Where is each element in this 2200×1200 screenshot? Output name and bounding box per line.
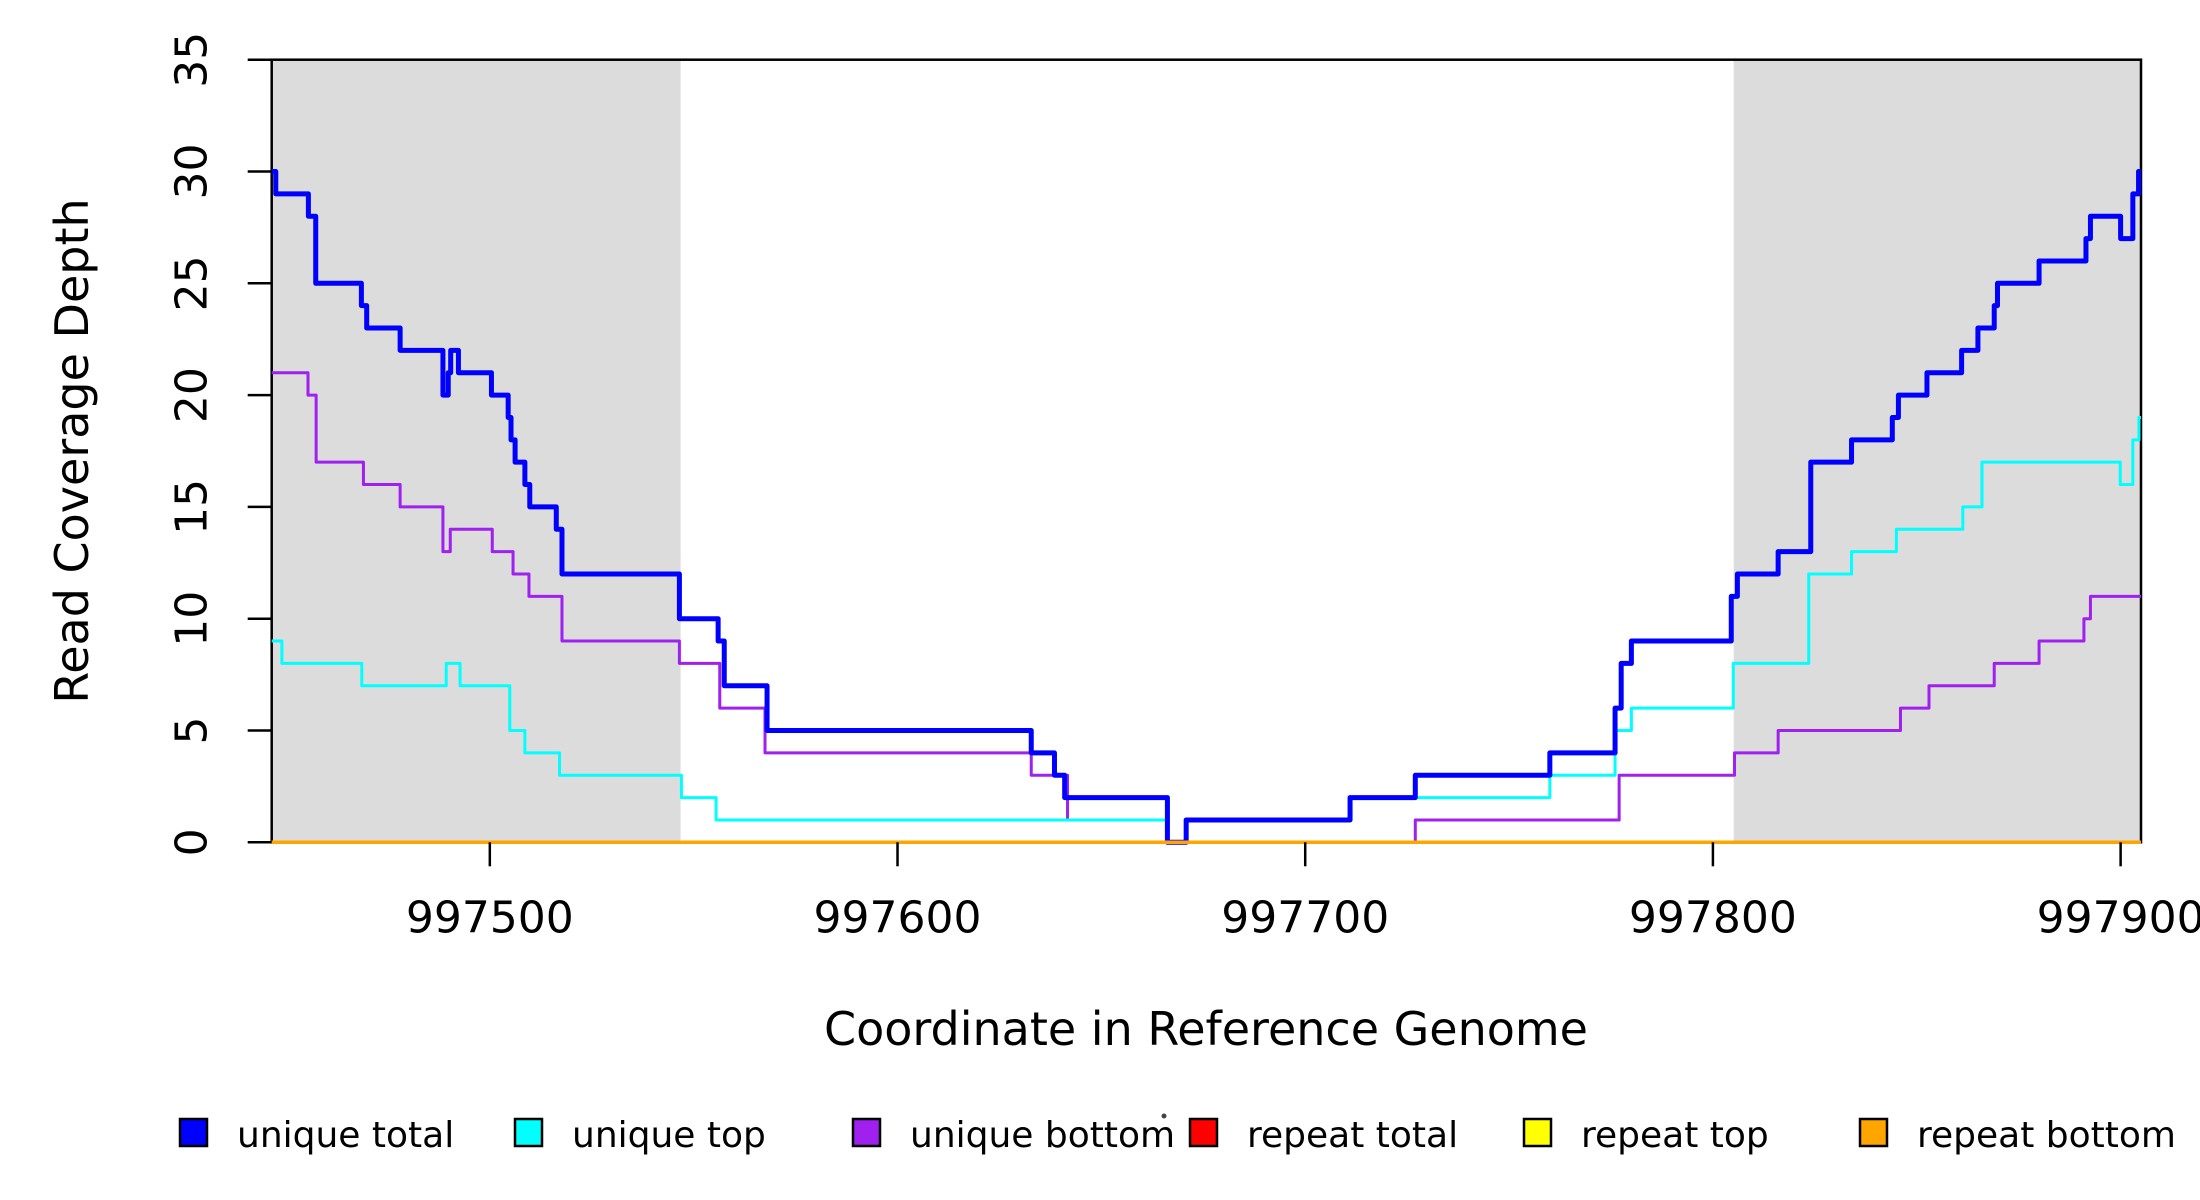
legend-label: repeat total <box>1247 1115 1458 1156</box>
y-tick-label: 35 <box>167 32 218 88</box>
shaded-region <box>1733 59 2141 843</box>
legend-label: repeat top <box>1581 1115 1769 1156</box>
legend-swatch <box>178 1117 209 1148</box>
y-tick-label: 10 <box>167 591 218 647</box>
y-axis: 0 5 10 15 20 25 30 35 <box>167 32 272 856</box>
y-tick-label: 15 <box>167 479 218 535</box>
x-axis-title: Coordinate in Reference Genome <box>824 1002 1588 1056</box>
legend-swatch <box>1522 1117 1553 1148</box>
x-tick-label: 997800 <box>1629 892 1797 943</box>
legend-item-unique-top: unique top <box>513 1115 766 1156</box>
shaded-region <box>271 59 681 843</box>
series-line-unique-total <box>271 169 2142 845</box>
series-line-unique-top <box>271 415 2141 844</box>
legend-item-unique-total: unique total <box>178 1115 454 1156</box>
legend: unique total unique top unique bottom repea… <box>178 1115 2176 1156</box>
legend-item-unique-bottom: unique bottom <box>851 1115 1175 1156</box>
y-axis-title: Read Coverage Depth <box>45 198 99 703</box>
x-axis: 997500 997600 997700 997800 997900 <box>406 842 2200 943</box>
legend-label: repeat bottom <box>1917 1115 2176 1156</box>
legend-swatch <box>513 1117 544 1148</box>
stray-dot <box>1161 1113 1167 1119</box>
legend-item-repeat-total: repeat total <box>1188 1115 1458 1156</box>
x-tick-label: 997900 <box>2037 892 2200 943</box>
legend-item-repeat-bottom: repeat bottom <box>1858 1115 2176 1156</box>
legend-label: unique total <box>237 1115 454 1156</box>
legend-swatch <box>1188 1117 1219 1148</box>
shaded-repeat-regions <box>271 59 2141 843</box>
legend-item-repeat-top: repeat top <box>1522 1115 1769 1156</box>
y-tick-label: 0 <box>167 828 218 856</box>
coverage-step-lines <box>271 169 2142 845</box>
y-tick-label: 5 <box>167 717 218 745</box>
y-tick-label: 30 <box>167 144 218 200</box>
legend-swatch <box>851 1117 882 1148</box>
y-tick-label: 25 <box>167 255 218 311</box>
x-tick-label: 997600 <box>814 892 982 943</box>
legend-label: unique bottom <box>910 1115 1175 1156</box>
legend-swatch <box>1858 1117 1889 1148</box>
x-tick-label: 997700 <box>1221 892 1389 943</box>
legend-label: unique top <box>572 1115 766 1156</box>
y-tick-label: 20 <box>167 367 218 423</box>
x-tick-label: 997500 <box>406 892 574 943</box>
series-line-unique-bottom <box>271 371 2141 844</box>
